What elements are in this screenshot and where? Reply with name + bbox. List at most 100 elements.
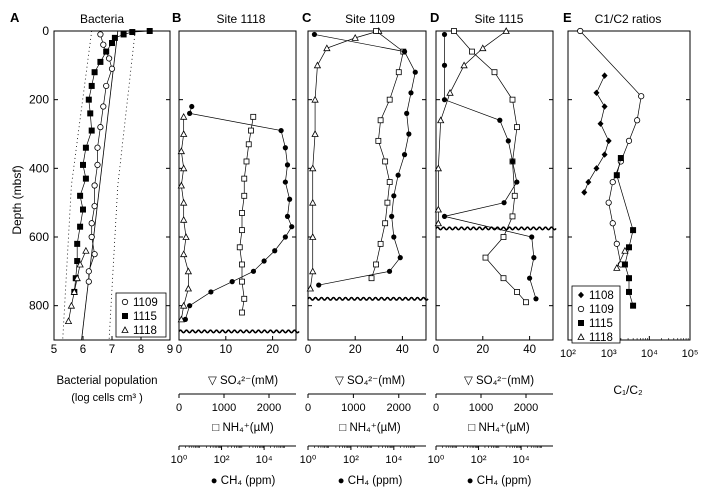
regression-line bbox=[81, 30, 119, 341]
series-so4-point bbox=[434, 164, 443, 172]
secondary-tick-label: 10⁰ bbox=[428, 454, 445, 466]
legend-label: 1118 bbox=[589, 332, 613, 344]
series-ch4-point bbox=[406, 131, 412, 137]
series-1109-point bbox=[605, 199, 612, 206]
series-1115-point bbox=[82, 144, 89, 151]
secondary-tick-label: 10² bbox=[214, 454, 230, 466]
series-ch4-point bbox=[272, 248, 278, 254]
x-tick-label: 10 bbox=[219, 344, 232, 356]
series-so4-point bbox=[184, 267, 193, 275]
series-1109-point bbox=[94, 144, 101, 151]
plot-frame bbox=[435, 30, 554, 341]
series-1115-point bbox=[626, 275, 632, 282]
series-ch4-point bbox=[401, 49, 408, 55]
series-ch4-point bbox=[395, 172, 401, 178]
series-1115-point bbox=[87, 110, 94, 117]
series-1108-point bbox=[601, 103, 608, 110]
series-so4-point bbox=[184, 284, 193, 292]
secondary-tick-label: 10⁰ bbox=[171, 454, 188, 466]
series-1108-point bbox=[593, 165, 600, 172]
legend-label: 1118 bbox=[133, 325, 157, 337]
series-1115-point bbox=[77, 192, 84, 199]
series-1108-point bbox=[601, 151, 608, 158]
ch4-axis-label-d: ● CH₄ (ppm) bbox=[467, 475, 532, 487]
series-1109-point bbox=[625, 137, 633, 144]
secondary-tick-label: 2000 bbox=[257, 402, 281, 414]
legend-marker bbox=[578, 291, 584, 299]
series-1108-point bbox=[593, 89, 600, 96]
series-so4-point bbox=[502, 27, 510, 34]
series-1115-point bbox=[109, 40, 115, 47]
series-1115-point bbox=[630, 302, 637, 309]
series-nh4-point bbox=[368, 275, 375, 282]
nh4-axis-label-c: □ NH₄⁺(µM) bbox=[339, 422, 401, 434]
series-ch4-point bbox=[389, 213, 395, 219]
series-so4-point bbox=[311, 130, 319, 137]
series-ch4-point bbox=[284, 162, 291, 168]
secondary-tick-label: 10² bbox=[471, 454, 487, 466]
series-1115-point bbox=[129, 29, 136, 36]
series-1115-point bbox=[74, 240, 81, 247]
series-1109-line bbox=[88, 34, 113, 282]
series-1118-point bbox=[82, 246, 90, 254]
series-so4-point bbox=[437, 116, 445, 124]
depth-axis-label: Depth (mbsf) bbox=[10, 165, 24, 234]
secondary-tick-label: 2000 bbox=[387, 402, 411, 414]
series-ch4-point bbox=[505, 138, 511, 144]
series-nh4-point bbox=[482, 254, 489, 261]
series-ch4-point bbox=[282, 145, 288, 151]
series-ch4-line bbox=[185, 106, 293, 320]
series-1109-point bbox=[609, 178, 616, 186]
series-nh4-point bbox=[239, 278, 245, 285]
series-ch4-point bbox=[441, 31, 448, 38]
series-nh4-point bbox=[377, 240, 384, 247]
series-ch4-point bbox=[282, 234, 288, 240]
series-1118-point bbox=[621, 246, 629, 254]
series-1109-point bbox=[638, 93, 645, 100]
series-1118-point bbox=[76, 260, 84, 268]
series-1115-point bbox=[621, 261, 628, 268]
series-ch4-point bbox=[386, 268, 393, 274]
series-nh4-point bbox=[239, 261, 245, 268]
series-nh4-point bbox=[382, 158, 389, 165]
panel-letter-a: A bbox=[10, 10, 20, 25]
x-tick-label: 10⁵ bbox=[682, 348, 699, 360]
series-nh4-point bbox=[514, 289, 520, 295]
legend-marker bbox=[577, 333, 585, 340]
series-ch4-point bbox=[278, 127, 284, 134]
series-ch4-point bbox=[412, 69, 418, 75]
series-nh4-point bbox=[395, 69, 402, 76]
legend-label: 1108 bbox=[589, 290, 614, 302]
x-tick-label: 9 bbox=[167, 344, 173, 356]
series-1115-point bbox=[80, 161, 86, 168]
series-ch4-point bbox=[441, 97, 448, 103]
series-1115-point bbox=[88, 127, 95, 134]
series-1108-point bbox=[585, 178, 592, 186]
series-1115-point bbox=[120, 31, 127, 38]
series-ch4-line bbox=[314, 34, 416, 286]
series-1109-point bbox=[91, 182, 98, 189]
series-nh4-point bbox=[250, 113, 257, 120]
series-nh4-point bbox=[245, 141, 252, 148]
legend-marker bbox=[577, 305, 585, 313]
series-so4-point bbox=[309, 198, 317, 206]
series-ch4-point bbox=[284, 213, 291, 219]
series-nh4-point bbox=[239, 309, 245, 316]
legend-label: 1115 bbox=[589, 318, 613, 330]
depth-tick-label: 800 bbox=[29, 299, 49, 313]
series-nh4-point bbox=[469, 48, 475, 55]
series-nh4-point bbox=[243, 158, 250, 165]
series-ch4-point bbox=[441, 213, 448, 219]
series-1115-point bbox=[617, 155, 624, 162]
secondary-tick-label: 1000 bbox=[341, 402, 365, 414]
series-ch4-point bbox=[533, 296, 539, 302]
series-so4-point bbox=[180, 164, 188, 172]
series-nh4-point bbox=[451, 28, 457, 34]
series-so4-point bbox=[434, 219, 443, 227]
x-tick-label: 6 bbox=[80, 344, 86, 356]
series-1109-point bbox=[634, 117, 641, 124]
series-1109-point bbox=[577, 27, 584, 35]
so4-axis-label-c: ▽ SO₄²⁻(mM) bbox=[335, 375, 405, 387]
series-1109-point bbox=[91, 203, 98, 210]
